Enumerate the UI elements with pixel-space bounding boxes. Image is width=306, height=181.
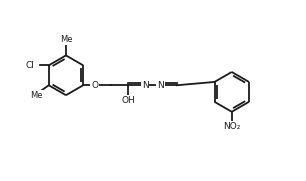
Text: N: N (142, 81, 148, 90)
Text: Me: Me (60, 35, 72, 44)
Text: NO₂: NO₂ (223, 122, 241, 131)
Text: O: O (91, 81, 98, 90)
Text: Cl: Cl (25, 61, 34, 70)
Text: Me: Me (31, 91, 43, 100)
Text: N: N (157, 81, 164, 90)
Text: OH: OH (121, 96, 135, 105)
